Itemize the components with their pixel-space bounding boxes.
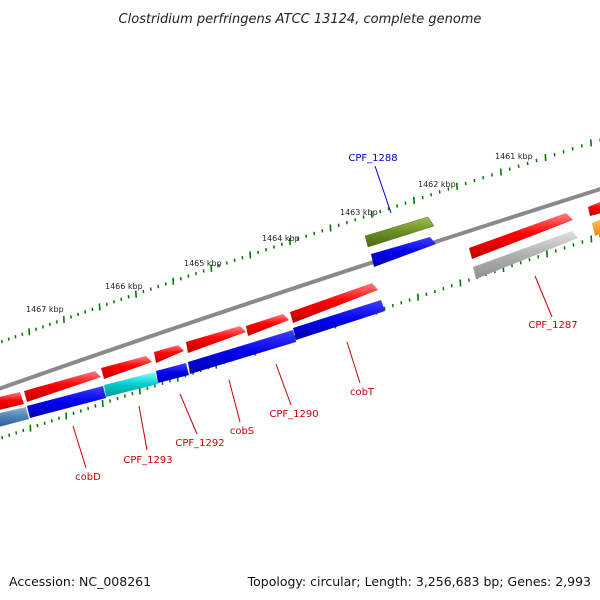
gene-label-cpf-1293[interactable]: CPF_1293: [123, 455, 172, 466]
gene-cpf-1287-feature[interactable]: [469, 213, 573, 259]
gene-cpf-1293-feature[interactable]: [101, 356, 152, 379]
tick-label-1461: 1461 kbp: [495, 152, 533, 161]
tick-label-1466: 1466 kbp: [105, 282, 143, 291]
reverse-gene-1293[interactable]: [27, 386, 106, 418]
leader-cobd: [72, 425, 87, 469]
gene-label-cobs[interactable]: cobS: [230, 426, 254, 437]
tick-label-1464: 1464 kbp: [262, 234, 300, 243]
label-leaders: [72, 165, 553, 469]
tick-label-1465: 1465 kbp: [184, 259, 222, 268]
reverse-gene-right-edge[interactable]: [592, 218, 600, 236]
leader-cpf-1287: [534, 275, 553, 318]
tick-label-1467: 1467 kbp: [26, 305, 64, 314]
gene-cobt-feature[interactable]: [290, 283, 378, 323]
leader-cobs: [228, 379, 241, 423]
tick-label-1462: 1462 kbp: [418, 180, 456, 189]
gene-left-edge-feature[interactable]: [0, 392, 24, 411]
outer-tick-ring: [0, 138, 600, 344]
gene-label-cpf-1287[interactable]: CPF_1287: [528, 320, 577, 331]
leader-cpf-1292: [179, 393, 198, 435]
reverse-gene-left-edge[interactable]: [0, 407, 29, 428]
reverse-gene-1292[interactable]: [104, 372, 158, 397]
gene-label-cpf-1288[interactable]: CPF_1288: [348, 153, 397, 164]
genome-backbone: [0, 187, 600, 391]
gene-cobd-feature[interactable]: [24, 371, 101, 402]
gene-label-cpf-1292[interactable]: CPF_1292: [175, 438, 224, 449]
gene-cpf-1288-feature[interactable]: [364, 216, 435, 248]
gene-label-cobd[interactable]: cobD: [75, 472, 101, 483]
reverse-gene-cobs[interactable]: [156, 363, 189, 383]
leader-cpf-1293: [138, 405, 148, 451]
leader-cpf-1288: [374, 165, 392, 214]
gene-labels: CPF_1288 CPF_1287 cobT CPF_1290 cobS CPF…: [75, 153, 577, 483]
gene-label-cobt[interactable]: cobT: [350, 387, 375, 398]
gene-cpf-1292-feature[interactable]: [154, 345, 184, 363]
reverse-gene-1288[interactable]: [371, 237, 436, 267]
leader-cpf-1290: [275, 363, 292, 406]
map-title: Clostridium perfringens ATCC 13124, comp…: [119, 12, 482, 27]
reverse-gene-1287[interactable]: [473, 231, 578, 279]
leader-cobt: [346, 341, 361, 384]
gene-cobs-feature[interactable]: [246, 314, 289, 336]
reverse-gene-cobt[interactable]: [293, 300, 385, 340]
gene-cpf-1290-feature[interactable]: [186, 326, 246, 353]
reverse-gene-1290[interactable]: [188, 330, 296, 374]
gene-label-cpf-1290[interactable]: CPF_1290: [269, 409, 318, 420]
gene-right-edge-feature[interactable]: [588, 200, 600, 216]
forward-strand-features: [0, 200, 600, 411]
reverse-strand-features: [0, 218, 600, 428]
accession-text: Accession: NC_008261: [9, 574, 152, 589]
tick-label-1463: 1463 kbp: [340, 208, 378, 217]
genome-summary-text: Topology: circular; Length: 3,256,683 bp…: [247, 574, 591, 589]
tick-labels: 1461 kbp 1462 kbp 1463 kbp 1464 kbp 1465…: [26, 152, 533, 314]
